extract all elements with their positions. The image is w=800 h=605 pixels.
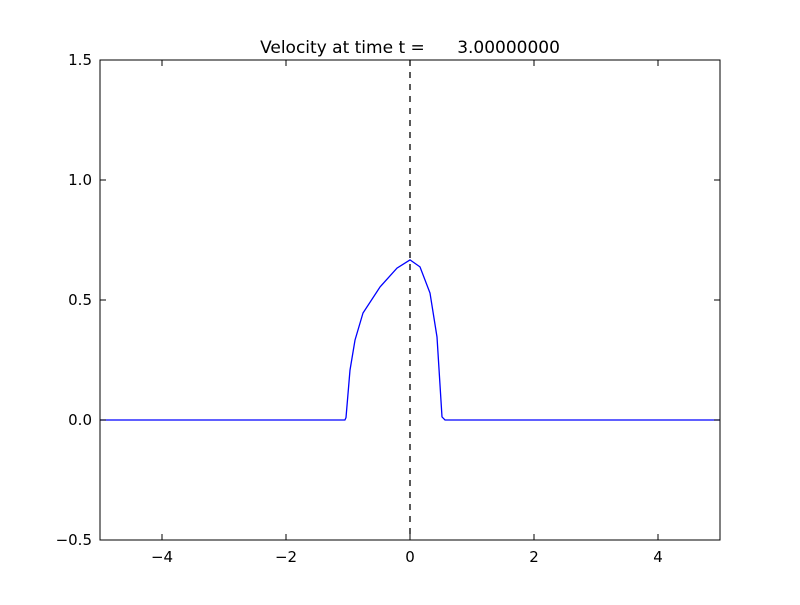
x-tick-label: −4 — [151, 548, 173, 566]
x-tick-label: 2 — [529, 548, 539, 566]
chart-title: Velocity at time t = 3.00000000 — [260, 38, 560, 58]
series-line-0 — [100, 259, 720, 421]
y-tick-label: −0.5 — [56, 531, 92, 549]
y-tick-label: 1.5 — [68, 51, 92, 69]
x-tick-label: 4 — [653, 548, 663, 566]
y-tick-label: 1.0 — [68, 171, 92, 189]
y-tick-label: 0.0 — [68, 411, 92, 429]
axes-frame — [99, 59, 721, 541]
y-tick-label: 0.5 — [68, 291, 92, 309]
x-tick-label: 0 — [405, 548, 415, 566]
x-tick-label: −2 — [275, 548, 297, 566]
